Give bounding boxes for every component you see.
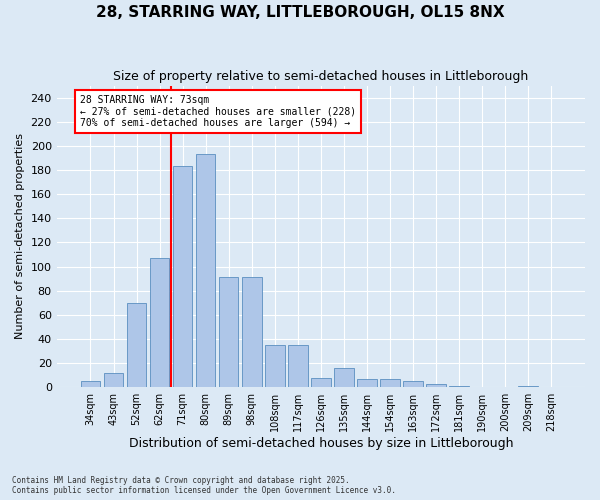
Text: 28 STARRING WAY: 73sqm
← 27% of semi-detached houses are smaller (228)
70% of se: 28 STARRING WAY: 73sqm ← 27% of semi-det… [80,95,356,128]
Bar [426,384,446,387]
Bar [357,379,377,387]
Text: Contains HM Land Registry data © Crown copyright and database right 2025.
Contai: Contains HM Land Registry data © Crown c… [12,476,396,495]
Bar [449,386,469,387]
Bar [80,381,100,387]
Bar [288,345,308,387]
Bar [150,258,169,387]
Bar [196,154,215,387]
Text: 28, STARRING WAY, LITTLEBOROUGH, OL15 8NX: 28, STARRING WAY, LITTLEBOROUGH, OL15 8N… [95,5,505,20]
Bar [127,302,146,387]
Bar [104,372,123,387]
Title: Size of property relative to semi-detached houses in Littleborough: Size of property relative to semi-detach… [113,70,529,83]
X-axis label: Distribution of semi-detached houses by size in Littleborough: Distribution of semi-detached houses by … [128,437,513,450]
Y-axis label: Number of semi-detached properties: Number of semi-detached properties [15,134,25,340]
Bar [334,368,353,387]
Bar [265,345,284,387]
Bar [311,378,331,387]
Bar [242,278,262,387]
Bar [219,278,238,387]
Bar [380,379,400,387]
Bar [403,381,423,387]
Bar [518,386,538,387]
Bar [173,166,193,387]
